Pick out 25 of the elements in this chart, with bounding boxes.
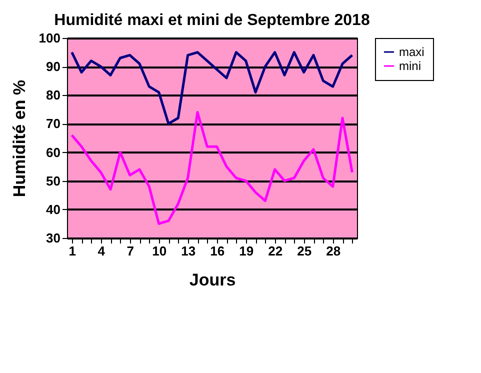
x-tick-label: 13 xyxy=(181,244,196,258)
y-tick-label: 80 xyxy=(46,88,60,103)
y-tick-label: 70 xyxy=(46,116,60,132)
x-tick-label: 10 xyxy=(152,244,167,258)
x-tick-label: 16 xyxy=(210,244,225,258)
y-tick-label: 50 xyxy=(46,173,60,188)
x-tick-label: 19 xyxy=(239,244,254,258)
y-tick-label: 40 xyxy=(46,202,60,217)
legend-label: mini xyxy=(399,59,422,73)
x-tick-label: 1 xyxy=(68,244,76,258)
legend-label: maxi xyxy=(399,45,424,59)
y-tick-label: 30 xyxy=(46,230,60,246)
line-series xyxy=(70,51,354,125)
y-tick-label: 90 xyxy=(46,59,60,74)
x-tick-label: 22 xyxy=(268,244,283,258)
x-tick-label: 7 xyxy=(126,244,134,258)
y-tick-label: 100 xyxy=(38,30,60,46)
y-tick-label: 60 xyxy=(46,144,60,160)
line-series xyxy=(70,111,354,225)
y-axis-title: Humidité en % xyxy=(10,80,29,198)
x-axis-title: Jours xyxy=(189,270,236,290)
x-tick-label: 25 xyxy=(297,244,312,258)
x-tick-label: 28 xyxy=(326,244,341,258)
chart-title: Humidité maxi et mini de Septembre 2018 xyxy=(54,12,370,29)
x-tick-label: 4 xyxy=(98,244,106,258)
